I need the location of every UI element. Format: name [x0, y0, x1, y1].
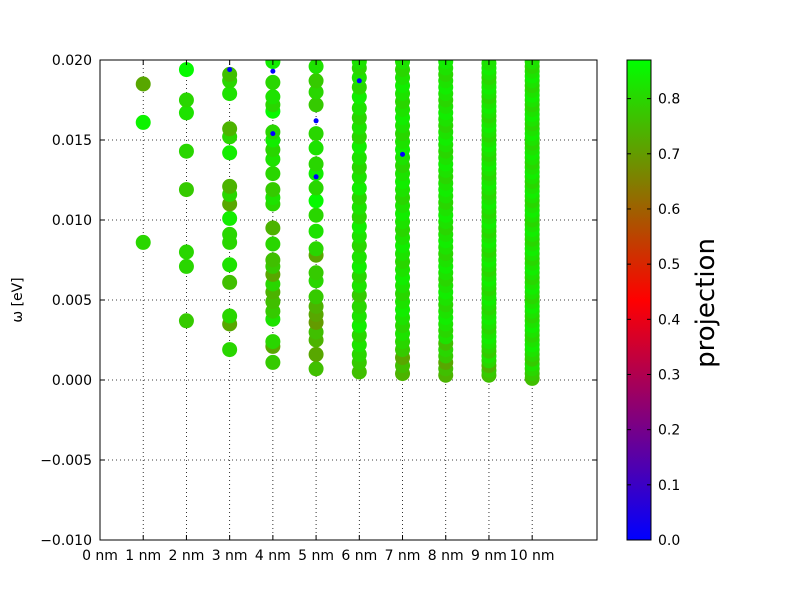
data-point	[265, 252, 281, 268]
data-point	[270, 131, 276, 137]
x-tick-label: 4 nm	[255, 548, 291, 564]
data-point	[178, 143, 194, 159]
data-point	[308, 97, 324, 113]
data-point	[222, 178, 238, 194]
data-point	[265, 220, 281, 236]
data-point	[178, 182, 194, 198]
data-point	[308, 193, 324, 209]
data-point	[308, 346, 324, 362]
data-point	[265, 354, 281, 370]
scatter-points	[135, 60, 540, 386]
data-point	[265, 182, 281, 198]
x-tick-label: 5 nm	[298, 548, 334, 564]
x-tick-label: 7 nm	[385, 548, 421, 564]
data-point	[308, 156, 324, 172]
data-point	[222, 274, 238, 290]
data-point	[351, 249, 367, 265]
colorbar-tick-label: 0.8	[658, 92, 680, 108]
colorbar-tick-label: 0.5	[658, 257, 680, 273]
data-point	[265, 89, 281, 105]
y-axis: −0.010 −0.005 0.000 0.005 0.010 0.015 0.020	[40, 53, 597, 549]
data-point	[222, 257, 238, 273]
data-point	[222, 226, 238, 242]
data-point	[308, 73, 324, 89]
x-tick-label: 2 nm	[168, 548, 204, 564]
y-tick-label: 0.015	[52, 133, 92, 149]
x-tick-label: 3 nm	[212, 548, 248, 564]
data-point	[313, 118, 319, 124]
colorbar	[626, 59, 652, 541]
y-tick-label: 0.000	[52, 373, 92, 389]
data-point	[265, 166, 281, 182]
data-point	[222, 342, 238, 358]
data-point	[400, 151, 406, 157]
data-point	[265, 236, 281, 252]
colorbar-label: projection	[691, 238, 721, 368]
data-point	[351, 100, 367, 116]
x-tick-label: 8 nm	[428, 548, 464, 564]
data-point	[178, 62, 194, 78]
data-point	[178, 105, 194, 121]
data-point	[222, 145, 238, 161]
colorbar-tick-label: 0.2	[658, 423, 680, 439]
data-point	[308, 140, 324, 156]
data-point	[351, 180, 367, 196]
x-tick-label: 10 nm	[510, 548, 555, 564]
data-point	[308, 361, 324, 377]
data-point	[178, 92, 194, 108]
y-tick-label: −0.005	[40, 453, 92, 469]
data-point	[351, 150, 367, 166]
y-tick-label: 0.005	[52, 293, 92, 309]
data-point	[222, 121, 238, 137]
colorbar-tick-label: 0.7	[658, 147, 680, 163]
data-point	[313, 174, 319, 180]
colorbar-ticks: 0.0 0.1 0.2 0.3 0.4 0.5 0.6 0.7 0.8	[627, 92, 680, 549]
data-point	[356, 78, 362, 84]
data-point	[308, 207, 324, 223]
colorbar-tick-label: 0.6	[658, 202, 680, 218]
y-axis-label: ω [eV]	[10, 277, 26, 322]
data-point	[308, 180, 324, 196]
x-tick-label: 0 nm	[82, 548, 118, 564]
x-tick-label: 1 nm	[125, 548, 161, 564]
colorbar-tick-label: 0.0	[658, 533, 680, 549]
data-point	[308, 60, 324, 74]
x-axis: 0 nm 1 nm 2 nm 3 nm 4 nm 5 nm 6 nm 7 nm 8 nm 9 nm…	[82, 60, 555, 564]
y-tick-label: 0.020	[52, 53, 92, 69]
data-point	[308, 265, 324, 281]
colorbar-tick-label: 0.3	[658, 367, 680, 383]
data-point	[265, 74, 281, 90]
data-point	[270, 68, 276, 74]
data-point	[351, 298, 367, 314]
data-point	[222, 86, 238, 102]
data-point	[308, 223, 324, 239]
data-point	[227, 67, 233, 73]
colorbar-tick-label: 0.4	[658, 312, 680, 328]
data-point	[265, 334, 281, 350]
data-point	[222, 66, 238, 82]
data-point	[308, 241, 324, 257]
y-tick-label: 0.010	[52, 213, 92, 229]
data-point	[178, 244, 194, 260]
data-point	[481, 60, 497, 71]
data-point	[308, 84, 324, 100]
data-point	[135, 114, 151, 130]
data-point	[308, 126, 324, 142]
data-point	[308, 289, 324, 305]
x-tick-label: 6 nm	[341, 548, 377, 564]
data-point	[222, 210, 238, 226]
colorbar-tick-label: 0.1	[658, 478, 680, 494]
data-point	[178, 313, 194, 329]
data-point	[135, 234, 151, 250]
x-tick-label: 9 nm	[471, 548, 507, 564]
y-tick-label: −0.010	[40, 533, 92, 549]
data-point	[178, 258, 194, 274]
data-point	[222, 308, 238, 324]
data-point	[135, 76, 151, 92]
